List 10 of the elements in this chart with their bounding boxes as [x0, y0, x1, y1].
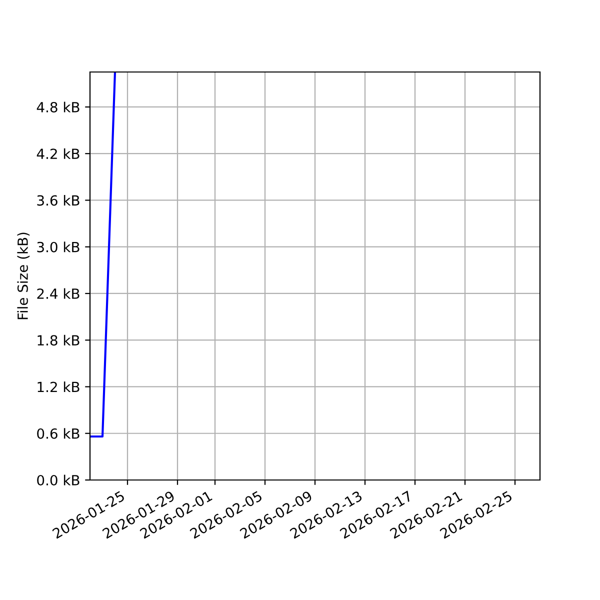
- y-tick-label: 2.4 kB: [37, 288, 80, 299]
- y-tick-label: 4.2 kB: [36, 148, 80, 159]
- y-tick-label: 4.8 kB: [36, 102, 80, 112]
- y-tick-label: 3.0 kB: [37, 242, 80, 252]
- y-tick-label: 1.2 kB: [38, 381, 80, 392]
- y-tick-label: 0.6 kB: [37, 428, 80, 439]
- y-tick-label: 3.6 kB: [37, 194, 80, 206]
- y-tick-label: 1.8 kB: [38, 334, 80, 346]
- y-tick-label: 0.0 kB: [37, 474, 80, 486]
- y-axis-title: File Size (kB): [17, 232, 30, 320]
